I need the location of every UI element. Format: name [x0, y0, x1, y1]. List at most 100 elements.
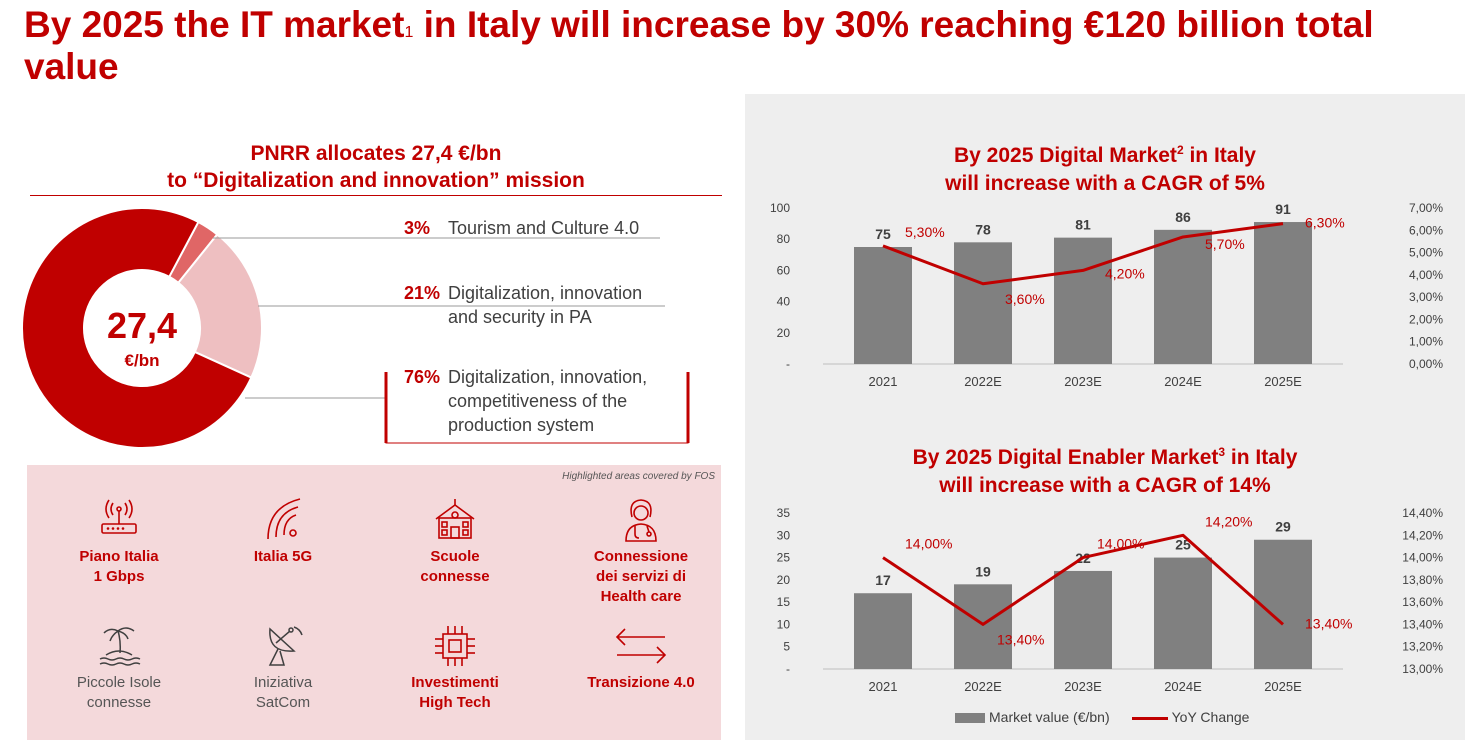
chart1-yoy-label: 3,60%	[1005, 291, 1045, 307]
transition-arrows-icon	[615, 628, 667, 664]
chart1-bar	[1154, 229, 1212, 364]
digital-enabler-market-chart: - 5 10 15 20 25 30 35 13,00% 13,20% 13,40% 13,60% 13…	[777, 506, 1444, 694]
chart1-category-label: 2022E	[964, 374, 1002, 389]
router-icon	[101, 499, 137, 534]
chart1-ytick: 20	[777, 326, 791, 340]
chart1-ytick: 60	[777, 263, 791, 277]
fos-item-health-care: Connessione dei servizi di Health care	[561, 497, 721, 607]
digital-market-chart: - 20 40 60 80 100 0,00% 1,00% 2,00% 3,00% 4,00% 5,0…	[770, 201, 1443, 389]
chart2-bar-value: 17	[875, 572, 891, 588]
chip-icon	[435, 626, 475, 666]
chart1-yoy-label: 4,20%	[1105, 265, 1145, 281]
chart1-y2tick: 4,00%	[1409, 268, 1443, 282]
chart1-y2tick: 0,00%	[1409, 357, 1443, 371]
chart2-yoy-label: 14,00%	[1097, 536, 1144, 552]
chart1-y2tick: 5,00%	[1409, 246, 1443, 260]
chart2-yoy-label: 13,40%	[1305, 615, 1352, 631]
chart2-ytick: 20	[777, 573, 791, 587]
donut-center-unit: €/bn	[125, 351, 160, 370]
chart1-ytick: 40	[777, 295, 791, 309]
chart1-yoy-label: 6,30%	[1305, 215, 1345, 231]
fos-item-piccole-isole: Piccole Isole connesse	[39, 623, 199, 713]
chart2-category-label: 2024E	[1164, 679, 1202, 694]
chart2-category-label: 2023E	[1064, 679, 1102, 694]
chart2-yoy-line	[882, 533, 1284, 626]
pnrr-title-line2: to “Digitalization and innovation” missi…	[167, 169, 585, 192]
chart-legend: Market value (€/bn) YoY Change	[955, 709, 1249, 725]
pnrr-title: PNRR allocates 27,4 €/bn to “Digitalizat…	[30, 140, 722, 194]
chart2-bar	[854, 593, 912, 669]
page-title: By 2025 the IT market1 in Italy will inc…	[24, 4, 1374, 87]
chart1-yoy-label: 5,30%	[905, 224, 945, 240]
pnrr-divider	[30, 195, 722, 196]
legend-bar-label: Market value (€/bn)	[989, 709, 1110, 725]
chart2-ytick: 10	[777, 617, 791, 631]
segment-label-production: Digitalization, innovation, competitiven…	[448, 367, 648, 435]
chart1-bar-value: 86	[1175, 209, 1191, 225]
segment-label-pa: Digitalization, innovation and security …	[448, 283, 643, 327]
donut-slice-production	[22, 208, 253, 449]
chart2-y2tick: 13,60%	[1402, 595, 1443, 609]
signal-5g-icon	[267, 498, 301, 540]
chart1-category-label: 2021	[869, 374, 898, 389]
chart2-ytick: 35	[777, 506, 791, 520]
chart1-bar-value: 81	[1075, 217, 1091, 233]
chart1-y2tick: 7,00%	[1409, 201, 1443, 215]
chart1-y2tick: 6,00%	[1409, 223, 1443, 237]
chart2-ytick: 25	[777, 551, 791, 565]
chart2-bar-value: 19	[975, 563, 991, 579]
fos-note: Highlighted areas covered by FOS	[562, 471, 715, 482]
chart2-y2tick: 13,80%	[1402, 573, 1443, 587]
donut-center-value: 27,4	[107, 305, 177, 346]
chart1-bar	[1054, 237, 1112, 364]
chart1-ytick: -	[786, 357, 790, 371]
chart1-bar	[954, 242, 1012, 364]
chart1-category-label: 2025E	[1264, 374, 1302, 389]
pnrr-donut-chart: 27,4 €/bn	[22, 208, 263, 449]
chart2-bar-value: 29	[1275, 519, 1291, 535]
chart2-y2tick: 13,00%	[1402, 662, 1443, 676]
chart2-ytick: -	[786, 662, 790, 676]
island-icon	[99, 627, 141, 666]
chart1-y2tick: 3,00%	[1409, 290, 1443, 304]
chart1-bar-value: 78	[975, 221, 991, 237]
donut-leader-lines	[213, 237, 690, 444]
chart2-category-label: 2025E	[1264, 679, 1302, 694]
chart1-category-label: 2023E	[1064, 374, 1102, 389]
doctor-icon	[625, 499, 657, 542]
donut-slice-pa	[176, 233, 263, 379]
chart2-bar	[954, 584, 1012, 669]
fos-item-transizione: Transizione 4.0	[561, 623, 721, 693]
chart1-y2tick: 1,00%	[1409, 335, 1443, 349]
chart1-bar-value: 91	[1275, 201, 1291, 217]
legend-line-swatch	[1131, 716, 1168, 720]
chart2-yoy-label: 13,40%	[997, 631, 1044, 647]
chart2-category-label: 2021	[869, 679, 898, 694]
chart1-bar	[854, 247, 912, 364]
school-icon	[435, 499, 475, 539]
chart2-title: By 2025 Digital Enabler Market3 in Italy…	[912, 445, 1298, 497]
chart2-bar	[1054, 570, 1112, 669]
chart2-ytick: 30	[777, 528, 791, 542]
chart2-y2tick: 13,20%	[1402, 640, 1443, 654]
fos-panel: Highlighted areas covered by FOS Piano I…	[27, 465, 721, 740]
fos-item-scuole-connesse: Scuole connesse	[375, 497, 535, 587]
segment-pct-pa: 21%	[403, 283, 440, 303]
chart2-yoy-label: 14,20%	[1205, 513, 1252, 529]
chart1-yoy-label: 5,70%	[1205, 236, 1245, 252]
fos-item-satcom: Iniziativa SatCom	[203, 623, 363, 713]
legend-bar-swatch	[955, 713, 985, 724]
chart1-title: By 2025 Digital Market2 in Italy will in…	[945, 143, 1265, 195]
chart1-bar-value: 75	[875, 226, 891, 242]
chart1-category-label: 2024E	[1164, 374, 1202, 389]
chart1-y2tick: 2,00%	[1409, 312, 1443, 326]
satellite-dish-icon	[268, 626, 303, 666]
fos-item-piano-italia: Piano Italia 1 Gbps	[39, 497, 199, 587]
chart2-y2tick: 13,40%	[1402, 617, 1443, 631]
segment-pct-production: 76%	[403, 367, 440, 387]
market-charts-panel: By 2025 Digital Market2 in Italy will in…	[745, 94, 1465, 740]
chart2-bar	[1254, 539, 1312, 669]
chart2-y2tick: 14,40%	[1402, 506, 1443, 520]
chart2-y2tick: 14,20%	[1402, 528, 1443, 542]
pnrr-title-line1: PNRR allocates 27,4 €/bn	[250, 142, 502, 165]
